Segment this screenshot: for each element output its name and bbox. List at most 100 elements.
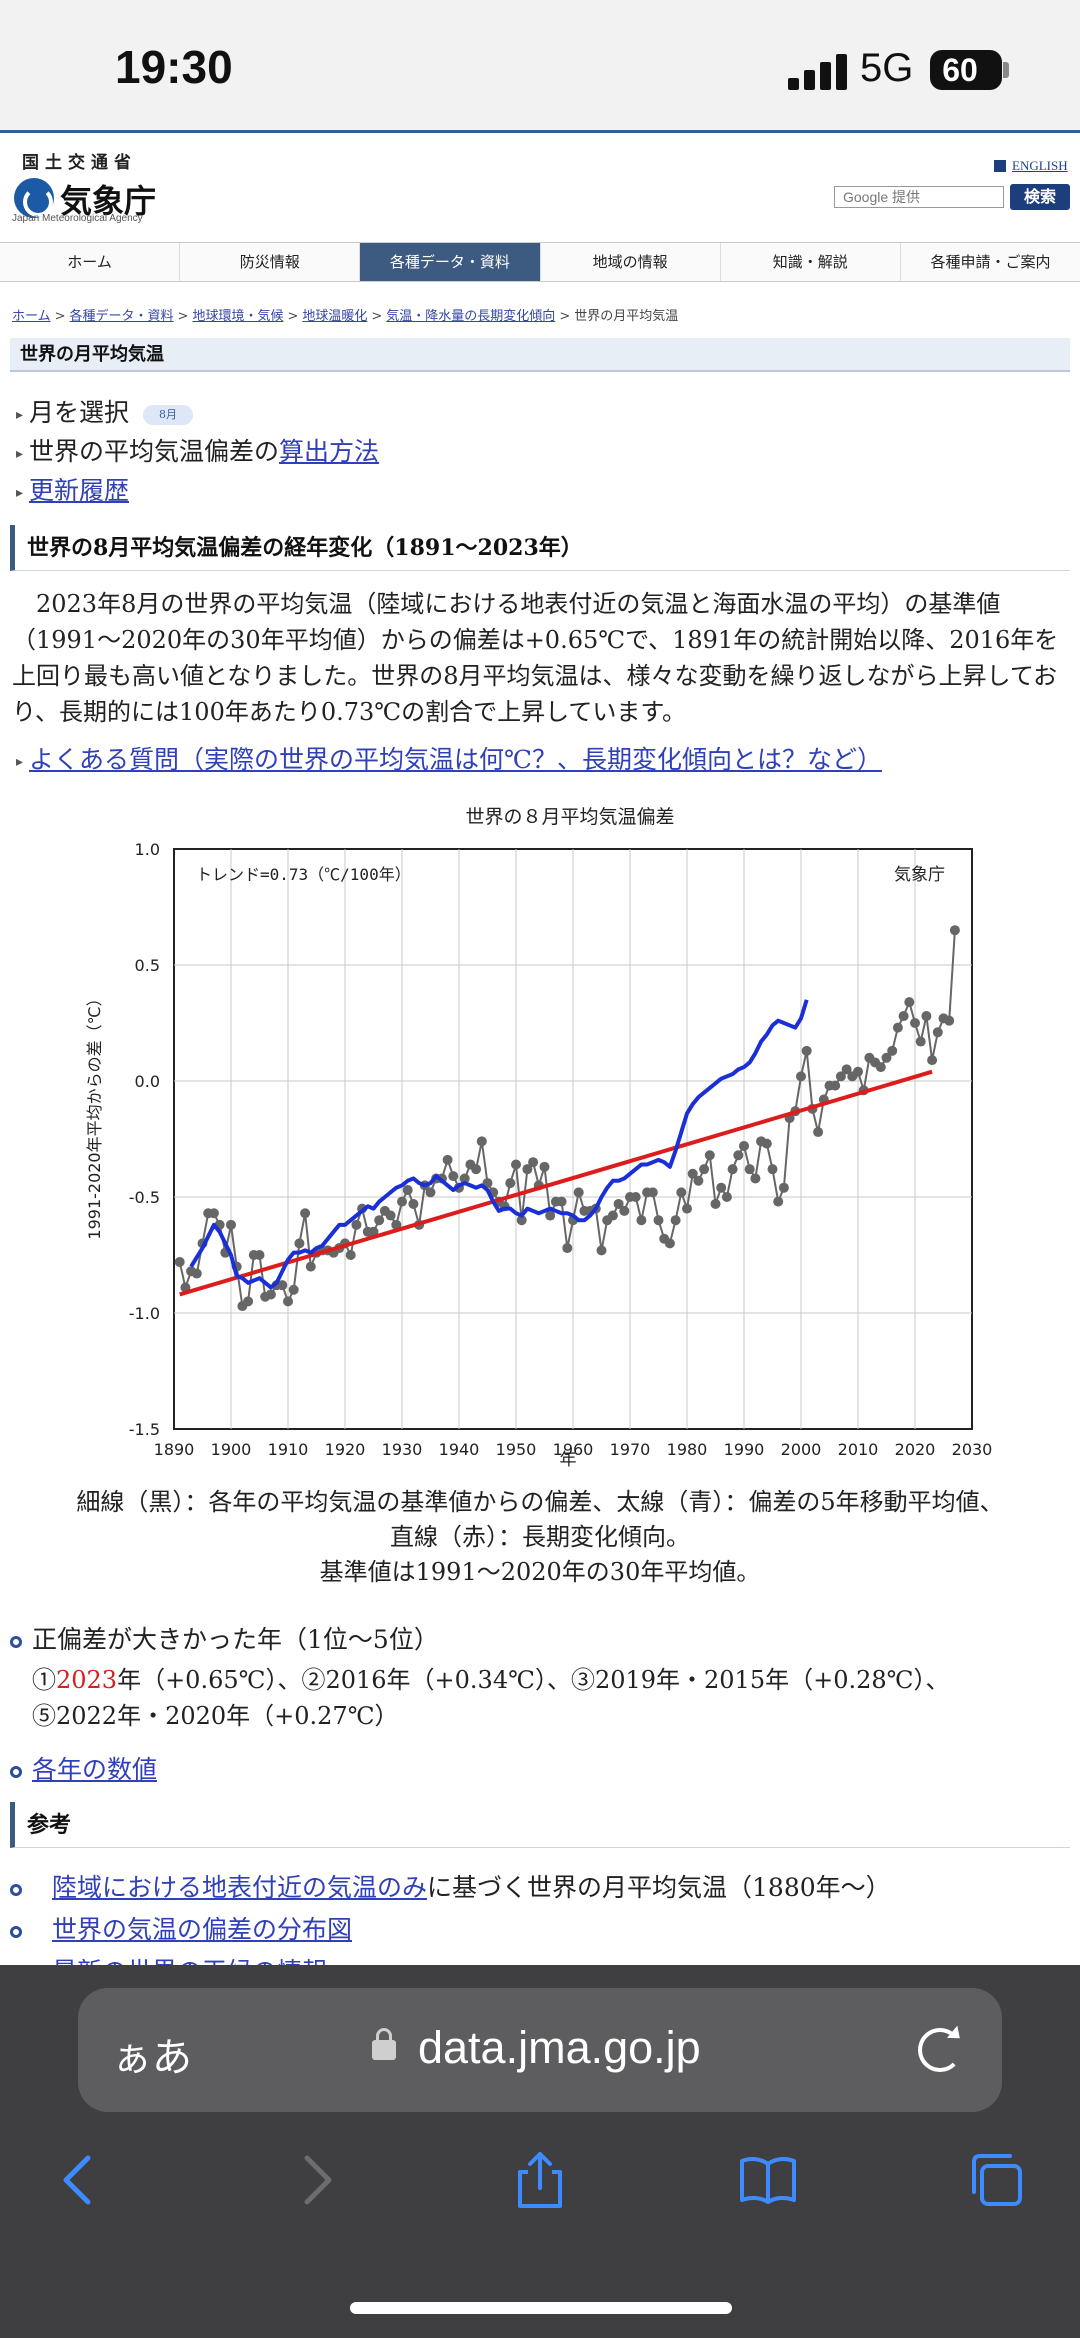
update-history-link[interactable]: 更新履歴 [29,476,130,505]
annual-anomaly-point [191,1268,202,1279]
annual-anomaly-point [300,1208,311,1219]
annual-anomaly-point [704,1150,715,1161]
url-text[interactable]: data.jma.go.jp [418,2022,701,2073]
land-temp-link[interactable]: 陸域における地表付近の気温のみ [52,1873,428,1902]
rank-1-marker: ① [32,1666,56,1694]
annual-anomaly-point [243,1296,254,1307]
calc-method-row: ▸ 世界の平均気温偏差の算出方法 [16,432,379,468]
arrow-right-icon: ▸ [16,406,24,423]
annual-anomaly-point [630,1192,641,1202]
breadcrumb-data[interactable]: 各種データ・資料 [69,309,174,324]
annual-anomaly-point [898,1011,909,1022]
x-axis-label: 年 [560,1450,577,1470]
annual-anomaly-point [721,1192,732,1202]
breadcrumb-warming[interactable]: 地球温暖化 [302,309,368,324]
breadcrumb-longterm[interactable]: 気温・降水量の長期変化傾向 [386,309,556,324]
network-type: 5G [860,46,914,90]
annual-anomaly-point [448,1171,459,1182]
annual-anomaly-point [944,1015,955,1026]
annual-anomaly-point [727,1164,738,1175]
annual-anomaly-point [226,1219,236,1230]
y-axis-label: 1991-2020年平均からの差（℃） [85,990,104,1239]
x-tick-label: 2030 [952,1440,993,1459]
jma-logo-icon[interactable] [14,178,54,218]
arrow-right-icon: ▸ [16,445,24,462]
annual-anomaly-point [562,1243,573,1254]
annual-anomaly-point [687,1168,698,1179]
reference-item: 世界の気温の偏差の分布図 [10,1910,352,1946]
forward-icon[interactable] [285,2150,345,2210]
bullet-icon [10,1925,22,1938]
calc-method-link[interactable]: 算出方法 [279,437,380,466]
annual-anomaly-point [915,1036,926,1047]
moving-average-line [189,999,809,1290]
nav-knowledge[interactable]: 知識・解説 [721,243,901,281]
annual-anomaly-point [778,1182,789,1193]
annual-anomaly-point [636,1215,647,1226]
annual-anomaly-point [830,1080,841,1091]
agency-name[interactable]: 気象庁 [60,182,157,220]
annual-anomaly-point [664,1238,675,1249]
annual-anomaly-point [921,1011,932,1022]
back-icon[interactable] [50,2150,110,2210]
english-link[interactable]: ENGLISH [1012,158,1068,173]
annual-anomaly-point [539,1161,550,1172]
annual-anomaly-point [710,1198,721,1209]
nav-disaster[interactable]: 防災情報 [180,243,361,281]
search-button[interactable]: 検索 [1010,184,1070,210]
tabs-icon[interactable] [966,2150,1026,2210]
agency-name-en: Japan Meteorological Agency [12,213,143,224]
annual-anomaly-point [545,1210,556,1221]
annual-anomaly-point [761,1138,772,1149]
ranking-line-1-rest: 年（+0.65℃）、②2016年（+0.34℃）、③2019年・2015年（+0… [117,1666,950,1694]
search-input[interactable]: Google 提供 [834,186,1004,208]
annual-anomaly-point [596,1245,607,1256]
reader-options-button[interactable]: ぁあ [112,2035,192,2081]
trend-label: トレンド=0.73（℃/100年） [196,865,411,884]
caption-line: 直線（赤）：長期変化傾向。 [390,1523,690,1551]
nav-applications[interactable]: 各種申請・ご案内 [930,253,1051,271]
clock: 19:30 [115,41,233,93]
share-icon[interactable] [510,2150,570,2210]
annual-anomaly-point [670,1215,681,1226]
annual-anomaly-point [932,1027,943,1038]
annual-anomaly-point [556,1196,567,1207]
ranking-heading-text: 正偏差が大きかった年（1位〜5位） [32,1625,439,1654]
reload-icon[interactable] [918,2028,962,2072]
ministry-label: 国土交通省 [22,153,137,173]
annual-anomaly-point [294,1238,305,1249]
annual-anomaly-point [265,1289,276,1300]
annual-anomaly-point [892,1022,903,1033]
annual-anomaly-point [516,1215,527,1226]
annual-anomaly-point [733,1150,744,1161]
ranking-list: ①2023年（+0.65℃）、②2016年（+0.34℃）、③2019年・201… [32,1662,950,1734]
section-heading: 世界の8月平均気温偏差の経年変化（1891〜2023年） [10,525,1070,571]
address-bar[interactable] [78,1988,1002,2112]
nav-regional[interactable]: 地域の情報 [541,243,721,281]
nav-home[interactable]: ホーム [0,243,181,281]
annual-anomaly-point [887,1045,898,1056]
nav-data[interactable]: 各種データ・資料 [360,243,541,281]
ranking-line-2: ⑤2022年・2020年（+0.27℃） [32,1702,399,1730]
annual-anomaly-point [716,1182,727,1193]
header-rule [0,130,1080,133]
yearly-values-link[interactable]: 各年の数値 [32,1755,158,1784]
annual-anomaly-point [476,1136,487,1147]
breadcrumb-home[interactable]: ホーム [12,309,51,324]
x-tick-label: 1940 [439,1440,480,1459]
annual-anomaly-point [619,1205,630,1216]
faq-link[interactable]: よくある質問（実際の世界の平均気温は何℃？、長期変化傾向とは？など） [29,745,883,774]
annual-anomaly-point [693,1175,704,1186]
global-nav: ホーム 防災情報 各種データ・資料 地域の情報 知識・解説 各種申請・ご案内 [0,242,1080,282]
reference-item-text: に基づく世界の月平均気温（1880年〜） [427,1873,891,1902]
month-select[interactable]: 8月 [143,404,194,425]
caption-line: 細線（黒）：各年の平均気温の基準値からの偏差、太線（青）：偏差の5年移動平均値、 [76,1488,1004,1516]
annual-anomaly-point [875,1062,886,1073]
anomaly-map-link[interactable]: 世界の気温の偏差の分布図 [52,1915,353,1944]
x-tick-label: 1900 [211,1440,252,1459]
breadcrumb-environment[interactable]: 地球環境・気候 [192,309,284,324]
annual-anomaly-point [750,1173,761,1184]
bookmarks-icon[interactable] [738,2150,798,2210]
annual-anomaly-point [511,1159,521,1170]
annual-anomaly-point [442,1154,453,1165]
